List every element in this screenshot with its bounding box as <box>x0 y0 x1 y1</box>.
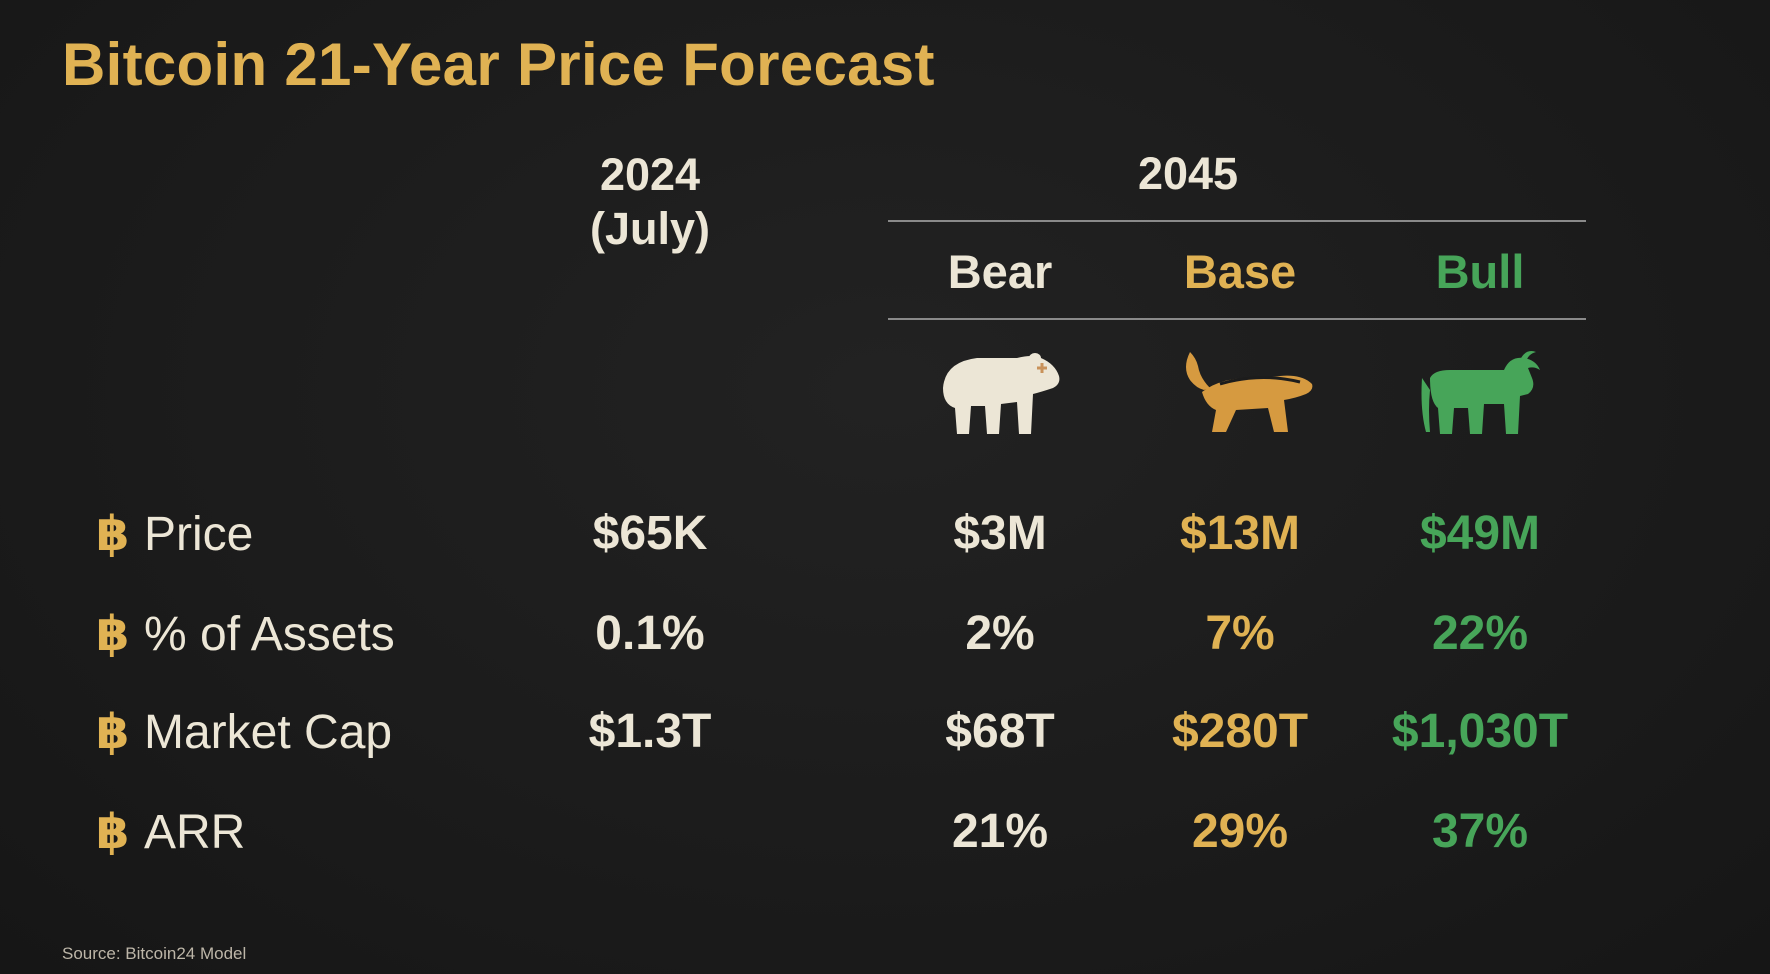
honey-badger-icon <box>1180 348 1316 441</box>
cell-market-cap-base: $280T <box>1171 705 1309 758</box>
column-header-2045: 2045 <box>1137 148 1239 199</box>
cell-pct-assets-base: 7% <box>1205 607 1275 660</box>
cell-pct-assets-bull: 22% <box>1431 607 1529 660</box>
year-current-sublabel: (July) <box>589 203 710 254</box>
header-divider-bottom <box>888 318 1586 320</box>
bitcoin-bullet-icon: ฿ <box>96 706 130 759</box>
bull-icon <box>1420 348 1542 441</box>
slide-title: Bitcoin 21-Year Price Forecast <box>62 31 935 98</box>
row-label-price: ฿ Price <box>96 506 253 562</box>
row-label-text: Price <box>144 508 254 561</box>
bear-icon <box>937 348 1063 441</box>
scenario-bear-label: Bear <box>947 245 1053 298</box>
bitcoin-bullet-icon: ฿ <box>96 806 130 859</box>
row-label-text: ARR <box>144 806 246 859</box>
bitcoin-bullet-icon: ฿ <box>96 608 130 661</box>
row-label-text: % of Assets <box>144 608 395 661</box>
row-label-pct-assets: ฿ % of Assets <box>96 606 395 662</box>
cell-price-base: $13M <box>1179 507 1301 560</box>
cell-price-2024: $65K <box>592 507 708 560</box>
scenario-bull-label: Bull <box>1435 245 1525 298</box>
cell-arr-bear: 21% <box>951 805 1049 858</box>
cell-market-cap-bear: $68T <box>945 705 1055 758</box>
year-current-label: 2024 <box>599 149 701 200</box>
cell-arr-base: 29% <box>1191 805 1289 858</box>
cell-pct-assets-bear: 2% <box>965 607 1035 660</box>
cell-market-cap-2024: $1.3T <box>588 705 712 758</box>
cell-arr-bull: 37% <box>1431 805 1529 858</box>
column-header-2024: 2024 (July) <box>540 148 760 256</box>
cell-pct-assets-2024: 0.1% <box>595 607 705 660</box>
row-label-arr: ฿ ARR <box>96 804 245 860</box>
bitcoin-bullet-icon: ฿ <box>96 508 130 561</box>
row-label-market-cap: ฿ Market Cap <box>96 704 392 760</box>
cell-market-cap-bull: $1,030T <box>1391 705 1569 758</box>
cell-price-bear: $3M <box>953 507 1047 560</box>
source-footnote: Source: Bitcoin24 Model <box>62 944 247 963</box>
scenario-base-label: Base <box>1183 245 1297 298</box>
row-label-text: Market Cap <box>144 706 393 759</box>
header-divider-top <box>888 220 1586 222</box>
cell-price-bull: $49M <box>1419 507 1541 560</box>
